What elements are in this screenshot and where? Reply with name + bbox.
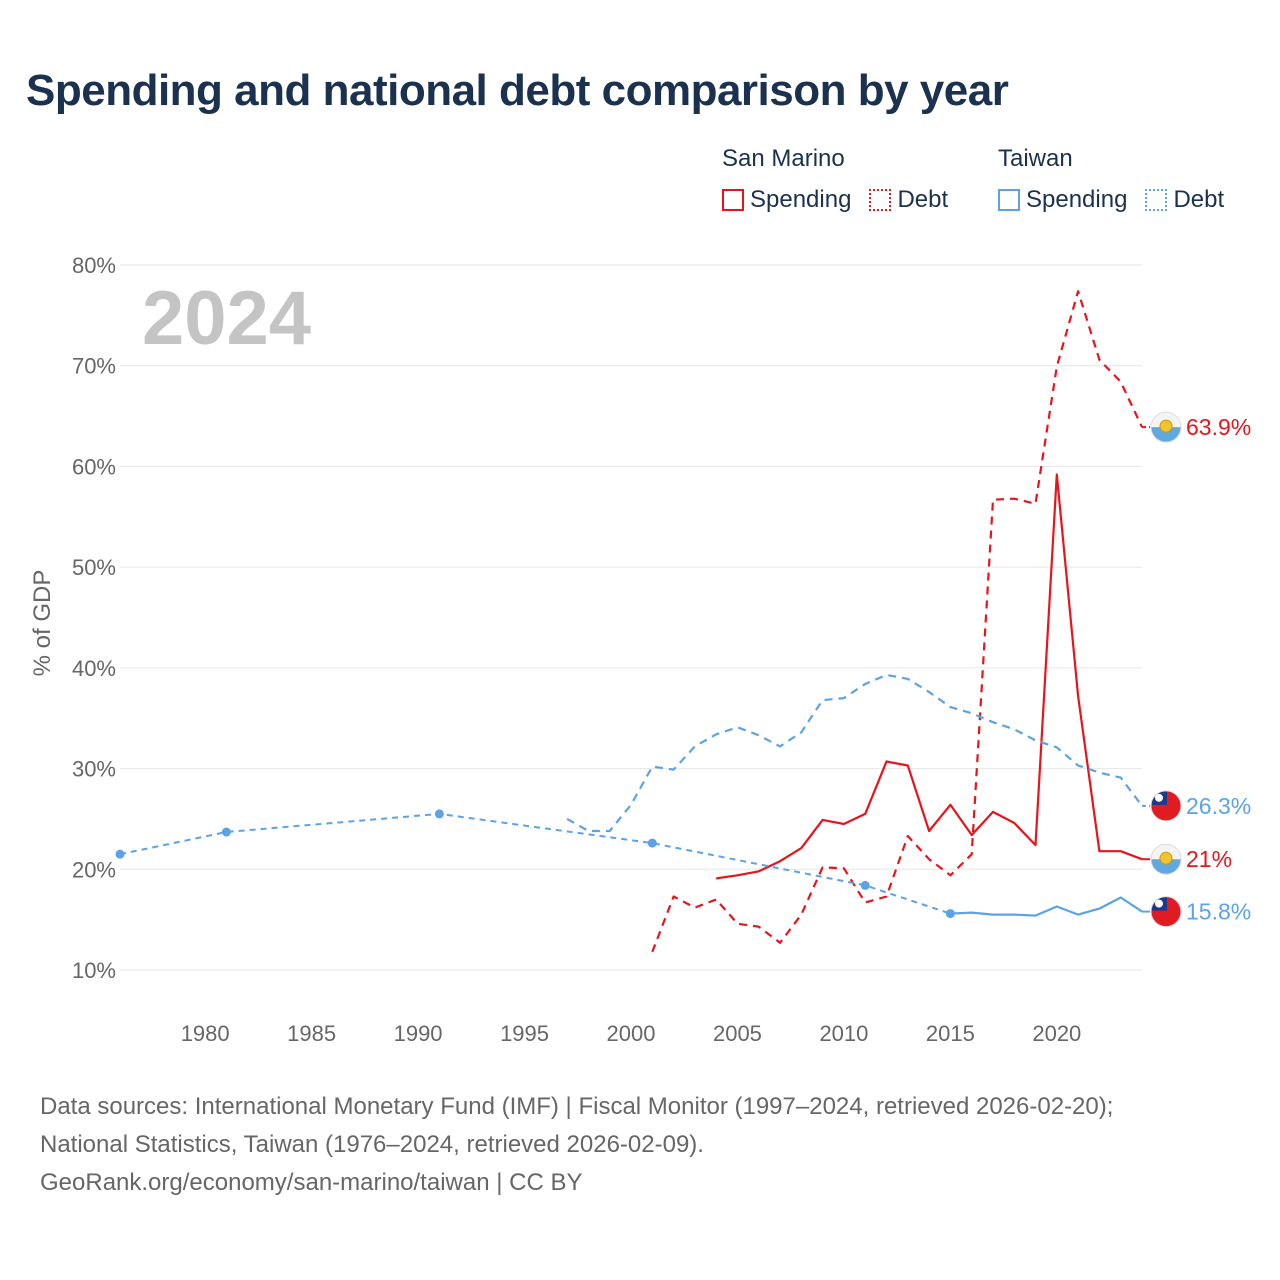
taiwan-spending-point bbox=[221, 827, 231, 837]
x-tick-label: 1980 bbox=[181, 1021, 230, 1046]
taiwan-spending-end-marker: 15.8% bbox=[1150, 896, 1251, 928]
legend-label: Spending bbox=[1026, 186, 1128, 213]
footer-line: Data sources: International Monetary Fun… bbox=[40, 1093, 1114, 1120]
taiwan-spending-point bbox=[115, 849, 125, 859]
y-tick-label: 10% bbox=[72, 958, 116, 983]
y-axis-ticks: 10% 20% 30% 40% 50% 60% 70% 80% bbox=[72, 253, 116, 983]
taiwan-spending-point bbox=[647, 838, 657, 848]
legend-swatch-dotted bbox=[869, 189, 892, 211]
legend-label: Debt bbox=[897, 186, 949, 213]
san-marino-debt-line bbox=[651, 290, 1143, 953]
x-tick-label: 2000 bbox=[607, 1021, 656, 1046]
taiwan-spending-sparse-line bbox=[119, 812, 951, 915]
legend-item-san-marino-spending[interactable]: Spending bbox=[722, 186, 851, 214]
legend-group-name: Taiwan bbox=[998, 145, 1073, 172]
taiwan-spending-point bbox=[945, 909, 955, 919]
legend-label: Spending bbox=[750, 186, 852, 213]
x-tick-label: 2005 bbox=[713, 1021, 762, 1046]
y-tick-label: 20% bbox=[72, 857, 116, 882]
legend-swatch-solid bbox=[998, 189, 1020, 211]
gridlines bbox=[120, 264, 1142, 971]
x-tick-label: 1985 bbox=[287, 1021, 336, 1046]
legend-item-san-marino-debt[interactable]: Debt bbox=[869, 186, 948, 214]
y-tick-label: 60% bbox=[72, 454, 116, 479]
x-tick-label: 1995 bbox=[500, 1021, 549, 1046]
taiwan-spending-point bbox=[860, 880, 870, 890]
legend-group-name: San Marino bbox=[722, 145, 845, 172]
taiwan-spending-line bbox=[950, 896, 1143, 917]
y-tick-label: 80% bbox=[72, 253, 116, 278]
legend-swatch-solid bbox=[722, 189, 744, 211]
taiwan-debt-end-label: 26.3% bbox=[1186, 793, 1251, 819]
y-tick-label: 30% bbox=[72, 757, 116, 782]
x-tick-label: 2010 bbox=[819, 1021, 868, 1046]
taiwan-spending-end-label: 15.8% bbox=[1186, 899, 1251, 925]
san-marino-flag-icon bbox=[1151, 412, 1181, 443]
year-watermark: 2024 bbox=[142, 276, 311, 361]
san-marino-spending-end-marker: 21% bbox=[1150, 843, 1232, 875]
end-flags: 63.9% 21% 26.3% 15.8% bbox=[1150, 411, 1251, 928]
legend-swatch-dotted bbox=[1145, 189, 1168, 211]
taiwan-flag-icon bbox=[1151, 896, 1181, 927]
x-tick-label: 2020 bbox=[1032, 1021, 1081, 1046]
series-lines bbox=[115, 290, 1150, 953]
legend-item-taiwan-debt[interactable]: Debt bbox=[1145, 186, 1224, 214]
y-tick-label: 70% bbox=[72, 354, 116, 379]
y-tick-label: 50% bbox=[72, 555, 116, 580]
san-marino-flag-icon bbox=[1151, 844, 1181, 875]
x-tick-label: 2015 bbox=[926, 1021, 975, 1046]
x-axis-ticks: 1980 1985 1990 1995 2000 2005 2010 2015 2020 bbox=[181, 1021, 1082, 1046]
taiwan-debt-line bbox=[566, 673, 1143, 833]
san-marino-spending-end-label: 21% bbox=[1186, 846, 1232, 872]
san-marino-debt-end-label: 63.9% bbox=[1186, 414, 1251, 440]
taiwan-spending-point bbox=[434, 809, 444, 819]
san-marino-debt-end-marker: 63.9% bbox=[1150, 411, 1251, 443]
chart-title: Spending and national debt comparison by… bbox=[26, 66, 1009, 115]
footer-sources: Data sources: International Monetary Fun… bbox=[40, 1088, 1113, 1202]
taiwan-flag-icon bbox=[1151, 790, 1181, 821]
legend-group-taiwan: Taiwan Spending Debt bbox=[998, 144, 1242, 214]
y-tick-label: 40% bbox=[72, 656, 116, 681]
legend-label: Debt bbox=[1173, 186, 1225, 213]
san-marino-spending-line bbox=[716, 473, 1143, 880]
legend-group-san-marino: San Marino Spending Debt bbox=[722, 144, 966, 214]
x-tick-label: 1990 bbox=[394, 1021, 443, 1046]
legend-item-taiwan-spending[interactable]: Spending bbox=[998, 186, 1127, 214]
y-axis-label: % of GDP bbox=[29, 570, 56, 677]
footer-line: National Statistics, Taiwan (1976–2024, … bbox=[40, 1131, 704, 1158]
footer-link[interactable]: GeoRank.org/economy/san-marino/taiwan | … bbox=[40, 1169, 583, 1196]
taiwan-debt-end-marker: 26.3% bbox=[1150, 790, 1251, 822]
